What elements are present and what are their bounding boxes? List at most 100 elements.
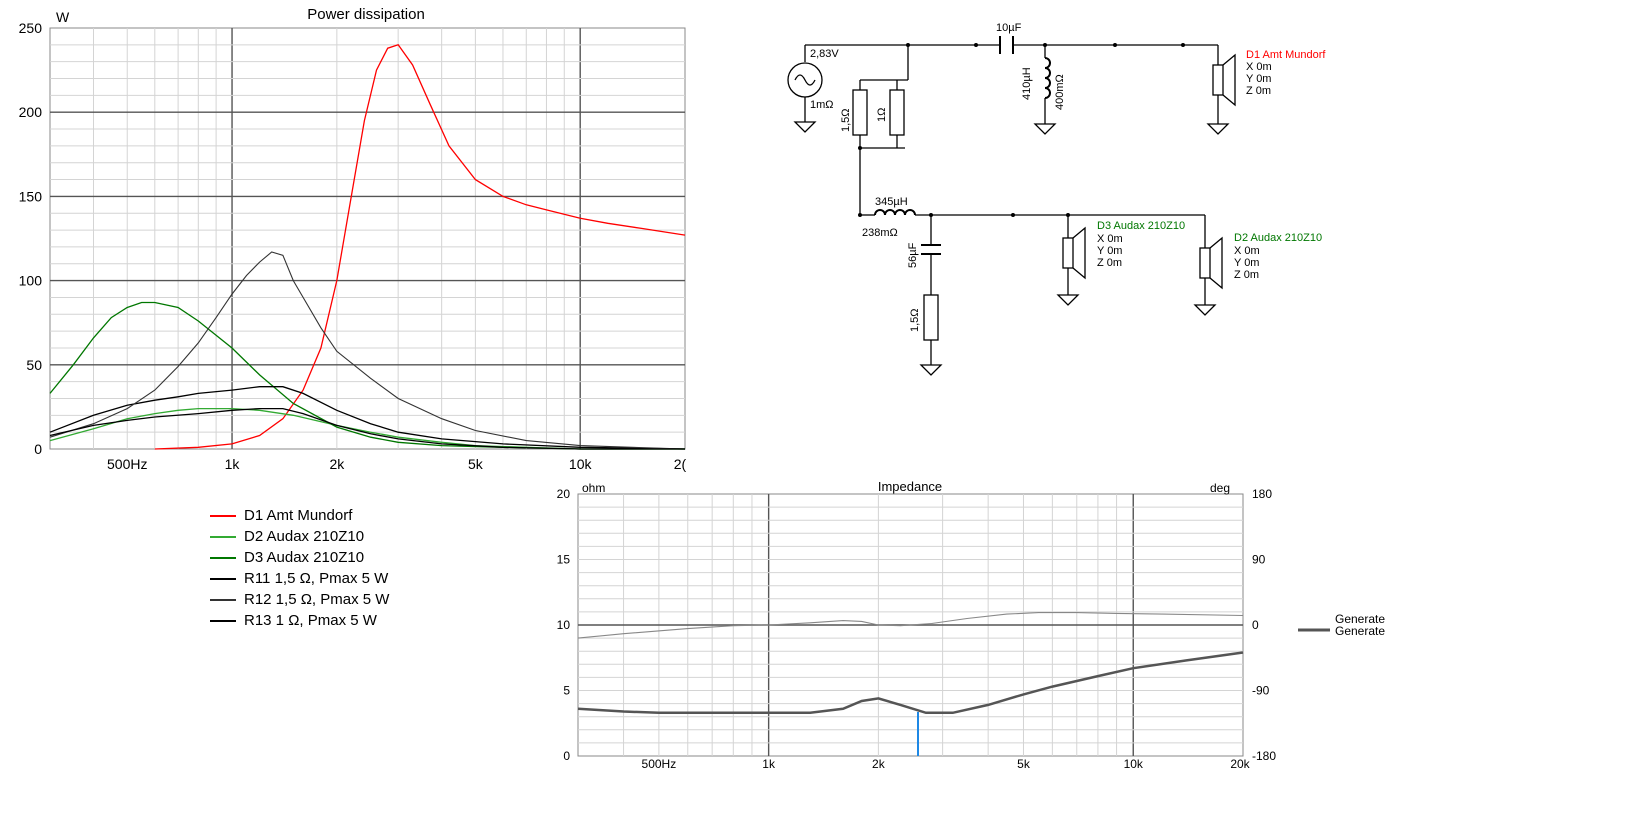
impedance-line-1: [577, 651, 1244, 715]
power-curves: [49, 44, 686, 450]
impedance-chart: Impedance ohm deg 20 15 10 5 0 180 90 0 -90 -180…: [557, 479, 1386, 771]
speaker-d1-cone: [1222, 53, 1236, 107]
impedance-legend-label-1: Generate: [1335, 612, 1385, 626]
impedance-left-tick: 0: [563, 749, 570, 763]
impedance-right-tick: 90: [1252, 553, 1266, 567]
speaker-d3-body: [1062, 237, 1074, 269]
legend-swatch: [210, 619, 236, 622]
impedance-curves: [577, 612, 1244, 715]
label-d1-x: X 0m: [1246, 61, 1272, 73]
power-x-tick: 2(: [674, 456, 687, 472]
power-x-tick: 5k: [468, 456, 484, 472]
label-d2-x: X 0m: [1234, 245, 1260, 257]
label-d2: D2 Audax 210Z10: [1234, 232, 1322, 244]
impedance-left-ticks: 20 15 10 5 0: [557, 487, 571, 763]
impedance-right-tick: -180: [1252, 749, 1276, 763]
legend-label: D2 Audax 210Z10: [244, 528, 365, 545]
label-r-a: 1,5Ω: [840, 108, 852, 132]
label-d2-y: Y 0m: [1234, 257, 1259, 269]
power-x-tick: 500Hz: [107, 456, 147, 472]
power-y-tick: 150: [19, 188, 43, 204]
power-title: Power dissipation: [307, 6, 425, 23]
label-d2-z: Z 0m: [1234, 269, 1259, 281]
power-y-tick: 50: [26, 357, 42, 373]
label-l1: 410µH: [1021, 67, 1033, 100]
label-r-c: 1,5Ω: [909, 308, 921, 332]
legend-label: R11 1,5 Ω, Pmax 5 W: [244, 570, 389, 587]
resistor-1-5ohm-c: [923, 294, 939, 341]
resistor-1ohm: [889, 89, 905, 136]
power-grid: [50, 28, 685, 449]
label-d1: D1 Amt Mundorf: [1246, 49, 1326, 61]
legend-label: D1 Amt Mundorf: [244, 507, 353, 524]
schematic-labels: 2,83V 1mΩ 10µF 410µH 400mΩ 1,5Ω 1Ω 345µH…: [810, 22, 1326, 332]
label-d1-y: Y 0m: [1246, 73, 1271, 85]
crossover-schematic: [787, 36, 1236, 376]
legend-item: D3 Audax 210Z10: [210, 547, 389, 568]
impedance-legend-label-2: Generate: [1335, 624, 1385, 638]
speaker-d2-cone: [1209, 236, 1223, 290]
resistor-1-5ohm: [852, 89, 868, 136]
ground-icon: [919, 364, 943, 376]
power-y-tick: 250: [19, 20, 43, 36]
label-d3-y: Y 0m: [1097, 245, 1122, 257]
impedance-x-tick: 20k: [1230, 757, 1250, 771]
power-legend: D1 Amt Mundorf D2 Audax 210Z10 D3 Audax 21…: [210, 505, 389, 631]
impedance-x-tick: 10k: [1124, 757, 1144, 771]
label-source-voltage: 2,83V: [810, 48, 839, 60]
impedance-right-ticks: 180 90 0 -90 -180: [1252, 487, 1276, 763]
ground-icon: [1206, 123, 1230, 135]
impedance-x-tick: 500Hz: [642, 757, 677, 771]
label-r-b: 1Ω: [876, 108, 888, 122]
power-x-ticks: 500Hz 1k 2k 5k 10k 2(: [107, 456, 687, 472]
legend-item: R12 1,5 Ω, Pmax 5 W: [210, 589, 389, 610]
power-y-unit: W: [56, 9, 70, 25]
impedance-right-tick: 0: [1252, 618, 1259, 632]
impedance-x-ticks: 500Hz 1k 2k 5k 10k 20k: [642, 757, 1251, 771]
impedance-title: Impedance: [878, 479, 942, 494]
impedance-left-tick: 15: [557, 553, 571, 567]
inductor-410uH: [1044, 57, 1051, 99]
speaker-d1-body: [1212, 64, 1224, 96]
legend-label: D3 Audax 210Z10: [244, 549, 365, 566]
impedance-x-tick: 5k: [1017, 757, 1031, 771]
speaker-d2-body: [1199, 247, 1211, 279]
ground-icon: [1056, 294, 1080, 306]
label-d3-x: X 0m: [1097, 233, 1123, 245]
legend-swatch: [210, 556, 236, 559]
label-c1: 10µF: [996, 22, 1022, 34]
impedance-x-tick: 1k: [762, 757, 776, 771]
power-dissipation-chart: Power dissipation W 250 200 150 100 50 0 500H…: [19, 6, 687, 472]
impedance-left-tick: 5: [563, 684, 570, 698]
ground-icon: [1193, 304, 1217, 316]
legend-item: R13 1 Ω, Pmax 5 W: [210, 610, 389, 631]
label-l2-r: 238mΩ: [862, 227, 898, 239]
legend-item: R11 1,5 Ω, Pmax 5 W: [210, 568, 389, 589]
power-x-tick: 10k: [569, 456, 593, 472]
series-line-5: [49, 251, 686, 450]
power-y-tick: 0: [34, 441, 42, 457]
speaker-d3-cone: [1072, 226, 1086, 280]
label-c2: 56µF: [907, 242, 919, 268]
label-d3-z: Z 0m: [1097, 257, 1122, 269]
impedance-left-tick: 10: [557, 618, 571, 632]
legend-label: R12 1,5 Ω, Pmax 5 W: [244, 591, 390, 608]
impedance-right-tick: 180: [1252, 487, 1272, 501]
series-line-1: [154, 44, 686, 450]
power-x-tick: 2k: [329, 456, 345, 472]
label-d3: D3 Audax 210Z10: [1097, 220, 1185, 232]
series-line-6: [49, 407, 685, 450]
impedance-left-unit: ohm: [582, 481, 605, 495]
power-plot-area: [49, 27, 686, 450]
label-d1-z: Z 0m: [1246, 85, 1271, 97]
legend-swatch: [210, 577, 236, 580]
inductor-345uH: [874, 209, 916, 216]
label-source-r: 1mΩ: [810, 99, 834, 111]
ground-icon: [793, 121, 817, 133]
impedance-x-tick: 2k: [872, 757, 886, 771]
sine-icon: [794, 74, 816, 86]
impedance-line-2: [577, 612, 1244, 639]
legend-swatch: [210, 514, 236, 517]
power-x-tick: 1k: [225, 456, 241, 472]
label-l1-r: 400mΩ: [1054, 74, 1066, 110]
